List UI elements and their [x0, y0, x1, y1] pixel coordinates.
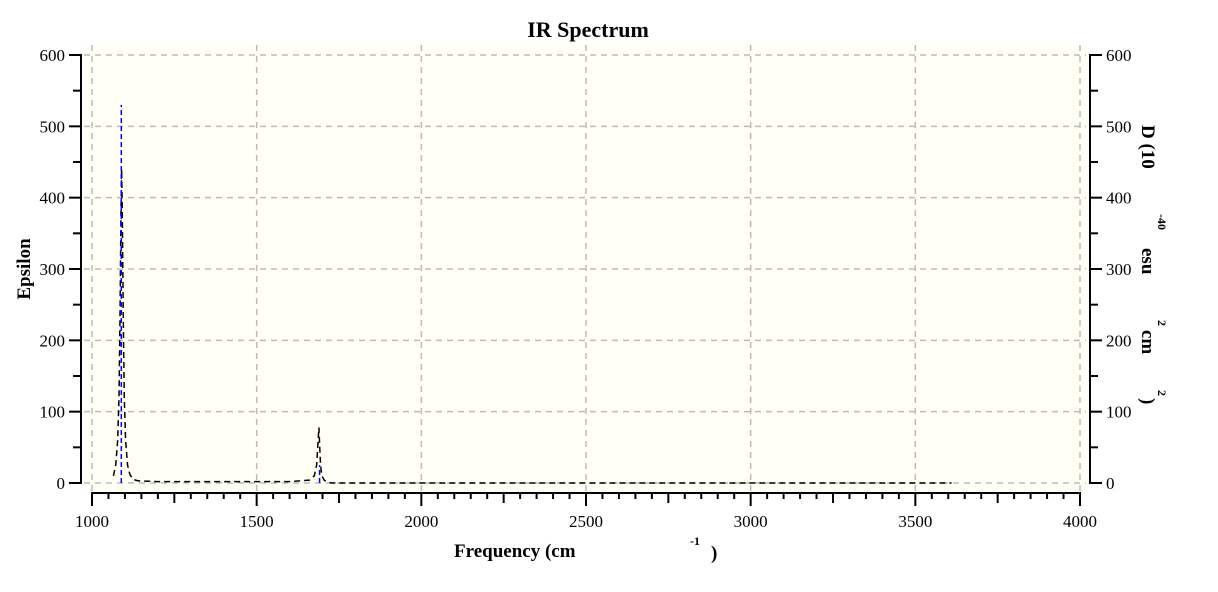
x-axis-title-close: ) — [711, 543, 717, 564]
x-tick-label: 1000 — [75, 512, 109, 531]
grid — [84, 45, 1086, 491]
y2-title-part: D (10 — [1137, 125, 1158, 169]
y2-title-part: 2 — [1155, 390, 1169, 396]
x-tick-label: 2500 — [569, 512, 603, 531]
x-tick-label: 1500 — [240, 512, 274, 531]
y2-title-part: cm — [1137, 330, 1158, 354]
x-axis-title-superscript: -1 — [690, 534, 700, 548]
x-tick-label: 2000 — [404, 512, 438, 531]
y2-title-part: -40 — [1155, 214, 1169, 230]
y2-title-part: ) — [1137, 398, 1158, 404]
y-tick-label: 100 — [40, 403, 66, 422]
x-tick-label: 3500 — [898, 512, 932, 531]
y2-tick-label: 200 — [1106, 331, 1132, 350]
y2-tick-label: 100 — [1106, 403, 1132, 422]
y-tick-label: 400 — [40, 189, 66, 208]
x-tick-label: 3000 — [734, 512, 768, 531]
plot-background — [84, 45, 1086, 491]
y2-tick-label: 0 — [1106, 474, 1115, 493]
y-tick-label: 0 — [57, 474, 66, 493]
x-axis-title: Frequency (cm — [454, 541, 576, 562]
y-axis-title: Epsilon — [14, 238, 35, 300]
y2-tick-label: 300 — [1106, 260, 1132, 279]
y2-axis-title: D (10 -40 esu 2 cm 2 ) — [1137, 125, 1169, 404]
y2-title-part: esu — [1137, 248, 1158, 275]
y-tick-label: 300 — [40, 260, 66, 279]
y2-title-part: 2 — [1155, 320, 1169, 326]
chart-title: IR Spectrum — [527, 17, 649, 42]
x-tick-label: 4000 — [1063, 512, 1097, 531]
y2-tick-label: 400 — [1106, 189, 1132, 208]
y-tick-label: 500 — [40, 117, 66, 136]
series-marks — [112, 104, 952, 484]
y2-tick-label: 600 — [1106, 46, 1132, 65]
axes: 0 0 100 100 200 200 300 300 400 400 500 500 600 600 10… — [40, 46, 1132, 531]
y2-tick-label: 500 — [1106, 117, 1132, 136]
y-tick-label: 200 — [40, 331, 66, 350]
y-tick-label: 600 — [40, 46, 66, 65]
